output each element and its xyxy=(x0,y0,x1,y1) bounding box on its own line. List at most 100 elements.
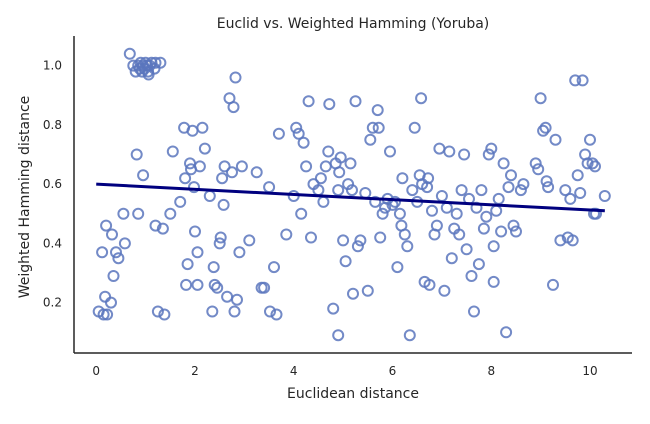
data-point xyxy=(322,145,335,158)
data-point xyxy=(268,261,280,274)
data-point xyxy=(142,68,155,81)
y-axis-ticks: 0.2 0.4 0.6 0.8 1.0 xyxy=(43,59,62,310)
data-point xyxy=(391,261,404,274)
data-point xyxy=(337,234,350,247)
data-point xyxy=(319,160,332,173)
data-point xyxy=(181,258,194,271)
data-point xyxy=(317,195,330,208)
data-point xyxy=(502,181,515,194)
data-point xyxy=(344,157,357,170)
data-point xyxy=(537,124,550,137)
data-point xyxy=(213,237,226,250)
data-point xyxy=(154,56,167,69)
data-point xyxy=(443,145,456,158)
data-point xyxy=(408,121,421,134)
data-point xyxy=(366,121,379,134)
data-point xyxy=(517,178,530,191)
data-point xyxy=(327,302,340,315)
y-tick-label: 0.4 xyxy=(43,236,62,250)
data-point xyxy=(346,184,358,197)
y-tick-label: 1.0 xyxy=(43,59,62,73)
data-point xyxy=(564,192,577,205)
data-point xyxy=(290,121,303,134)
data-point xyxy=(203,190,216,202)
data-point xyxy=(549,133,562,146)
data-point xyxy=(364,133,377,146)
data-point xyxy=(433,142,446,155)
x-tick-label: 2 xyxy=(191,364,199,378)
data-point xyxy=(263,181,276,194)
data-point xyxy=(270,308,283,321)
data-point xyxy=(149,219,162,232)
data-point xyxy=(569,74,582,87)
x-tick-label: 6 xyxy=(389,364,397,378)
data-point xyxy=(529,157,542,170)
data-point xyxy=(250,166,263,179)
data-point xyxy=(487,240,500,253)
data-point xyxy=(376,207,389,220)
data-point xyxy=(505,169,517,182)
y-tick-label: 0.6 xyxy=(43,177,62,191)
data-point xyxy=(349,95,362,108)
x-tick-label: 10 xyxy=(582,364,597,378)
data-point xyxy=(189,225,201,238)
data-point xyxy=(332,329,345,342)
data-point xyxy=(323,98,336,111)
data-point xyxy=(130,148,143,161)
data-point xyxy=(542,181,555,194)
data-point xyxy=(566,234,579,247)
data-point xyxy=(374,231,387,244)
data-point xyxy=(465,270,478,282)
data-point xyxy=(389,195,401,208)
data-point xyxy=(216,172,229,185)
data-point xyxy=(342,178,355,191)
data-point xyxy=(396,172,409,185)
data-point xyxy=(458,148,471,161)
data-point xyxy=(191,246,204,259)
data-point xyxy=(472,258,485,271)
data-point xyxy=(218,160,231,173)
data-point xyxy=(164,207,177,220)
data-point xyxy=(228,305,241,318)
data-point xyxy=(426,204,438,217)
data-point xyxy=(453,228,466,241)
data-point xyxy=(118,237,131,250)
data-point xyxy=(180,278,193,291)
data-point xyxy=(156,222,169,235)
data-point xyxy=(460,243,473,256)
data-point xyxy=(208,278,221,291)
data-point xyxy=(497,157,510,170)
data-point xyxy=(423,278,436,291)
data-point xyxy=(231,293,243,306)
data-point xyxy=(510,225,522,238)
data-point xyxy=(206,305,219,318)
data-point xyxy=(403,329,416,342)
y-axis-label: Weighted Hamming distance xyxy=(17,96,33,299)
data-point xyxy=(217,198,230,211)
data-point xyxy=(487,275,500,288)
data-point xyxy=(264,305,276,318)
data-point xyxy=(401,240,414,253)
data-point xyxy=(107,270,120,282)
data-point xyxy=(272,127,285,140)
data-point xyxy=(179,172,192,185)
data-point xyxy=(112,252,125,265)
data-point xyxy=(221,290,234,303)
data-point xyxy=(132,207,145,220)
data-point xyxy=(485,142,498,155)
data-point xyxy=(227,101,240,114)
data-point xyxy=(193,160,206,173)
data-point xyxy=(347,287,359,300)
data-point xyxy=(334,151,347,164)
data-point xyxy=(539,121,552,134)
data-point xyxy=(359,187,372,199)
data-point xyxy=(482,148,495,161)
x-tick-label: 0 xyxy=(92,364,100,378)
data-point xyxy=(590,207,602,220)
data-point xyxy=(196,121,209,134)
data-point xyxy=(554,234,567,247)
data-point xyxy=(97,308,110,321)
data-point xyxy=(145,56,158,69)
data-point xyxy=(455,184,468,197)
